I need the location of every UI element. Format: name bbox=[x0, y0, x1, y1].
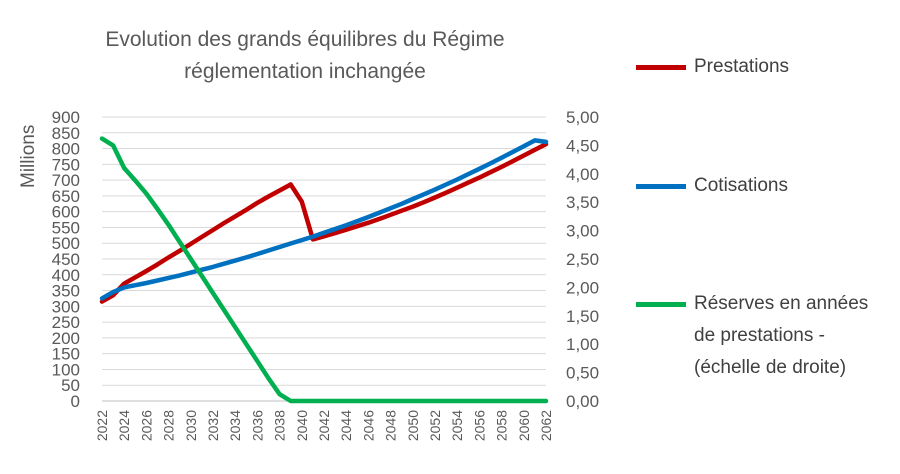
y-tick-label-left: 650 bbox=[52, 187, 80, 206]
x-tick-label: 2022 bbox=[94, 410, 110, 441]
y-tick-label-left: 200 bbox=[52, 329, 80, 348]
y-tick-label-left: 250 bbox=[52, 313, 80, 332]
x-tick-label: 2046 bbox=[360, 410, 376, 441]
x-tick-label: 2034 bbox=[227, 410, 243, 441]
y-tick-label-right: 2,50 bbox=[566, 250, 599, 269]
y-tick-label-right: 1,50 bbox=[566, 307, 599, 326]
chart-title-line-2: réglementation inchangée bbox=[184, 60, 426, 83]
y-tick-label-left: 350 bbox=[52, 282, 80, 301]
legend-swatch-prestations bbox=[636, 65, 686, 70]
series-lines bbox=[99, 136, 549, 404]
y-axis-right: 5,00 4,50 4,00 3,50 3,00 2,50 2,00 1,50 1,00 0,50… bbox=[566, 108, 599, 411]
x-tick-label: 2032 bbox=[205, 410, 221, 441]
y-tick-label-left: 800 bbox=[52, 140, 80, 159]
y-tick-label-right: 0,00 bbox=[566, 392, 599, 411]
chart-title-line-1: Evolution des grands équilibres du Régim… bbox=[105, 28, 505, 51]
legend-swatch-cotisations bbox=[636, 184, 686, 189]
x-tick-label: 2060 bbox=[516, 410, 532, 441]
legend-label-reserves-1: Réserves en années bbox=[694, 293, 869, 314]
y-tick-label-left: 500 bbox=[52, 234, 80, 253]
series-line bbox=[99, 138, 549, 301]
y-tick-label-right: 0,50 bbox=[566, 364, 599, 383]
y-tick-label-left: 50 bbox=[61, 376, 80, 395]
x-tick-label: 2054 bbox=[449, 410, 465, 441]
x-tick-label: 2050 bbox=[405, 410, 421, 441]
y-tick-label-left: 750 bbox=[52, 155, 80, 174]
x-tick-label: 2052 bbox=[427, 410, 443, 441]
x-tick-label: 2056 bbox=[471, 410, 487, 441]
y-tick-label-right: 5,00 bbox=[566, 108, 599, 127]
y-tick-label-right: 2,00 bbox=[566, 278, 599, 297]
y-tick-label-left: 0 bbox=[71, 392, 80, 411]
x-tick-label: 2024 bbox=[116, 410, 132, 441]
y-tick-label-left: 100 bbox=[52, 360, 80, 379]
y-tick-label-left: 600 bbox=[52, 203, 80, 222]
y-tick-label-left: 700 bbox=[52, 171, 80, 190]
y-tick-label-right: 4,50 bbox=[566, 136, 599, 155]
series-2 bbox=[99, 136, 549, 404]
legend-label-reserves-3: (échelle de droite) bbox=[694, 357, 847, 378]
x-tick-label: 2026 bbox=[138, 410, 154, 441]
y-tick-label-left: 550 bbox=[52, 218, 80, 237]
y-tick-label-left: 150 bbox=[52, 345, 80, 364]
x-tick-label: 2038 bbox=[272, 410, 288, 441]
legend-label-cotisations: Cotisations bbox=[694, 175, 788, 196]
x-tick-label: 2040 bbox=[294, 410, 310, 441]
x-tick-label: 2042 bbox=[316, 410, 332, 441]
y-tick-label-left: 850 bbox=[52, 124, 80, 143]
y-tick-label-left: 400 bbox=[52, 266, 80, 285]
y-tick-label-right: 1,00 bbox=[566, 335, 599, 354]
y-axis-left: 9008508007507006506005505004504003503002… bbox=[52, 108, 80, 411]
y-tick-label-left: 450 bbox=[52, 250, 80, 269]
x-tick-label: 2048 bbox=[383, 410, 399, 441]
y-tick-label-right: 3,50 bbox=[566, 193, 599, 212]
x-axis: 2022 2024 2026 2028 2030 2032 2034 2036 2038 2040… bbox=[94, 400, 554, 441]
x-tick-label: 2030 bbox=[183, 410, 199, 441]
x-tick-label: 2036 bbox=[249, 410, 265, 441]
legend-label-prestations: Prestations bbox=[694, 56, 790, 77]
series-0 bbox=[99, 141, 549, 304]
x-tick-label: 2044 bbox=[338, 410, 354, 441]
legend-swatch-reserves bbox=[636, 302, 686, 307]
x-tick-label: 2028 bbox=[161, 410, 177, 441]
series-line bbox=[99, 141, 549, 304]
y-tick-label-right: 4,00 bbox=[566, 165, 599, 184]
series-1 bbox=[99, 138, 549, 301]
x-tick-label: 2062 bbox=[538, 410, 554, 441]
y-tick-label-left: 300 bbox=[52, 297, 80, 316]
y-tick-label-left: 900 bbox=[52, 108, 80, 127]
y-axis-label: Millions bbox=[18, 124, 39, 188]
chart-title: Evolution des grands équilibres du Régim… bbox=[40, 24, 570, 88]
series-line bbox=[99, 136, 549, 404]
x-tick-label: 2058 bbox=[494, 410, 510, 441]
y-tick-label-right: 3,00 bbox=[566, 222, 599, 241]
legend-label-reserves-2: de prestations - bbox=[694, 325, 825, 346]
